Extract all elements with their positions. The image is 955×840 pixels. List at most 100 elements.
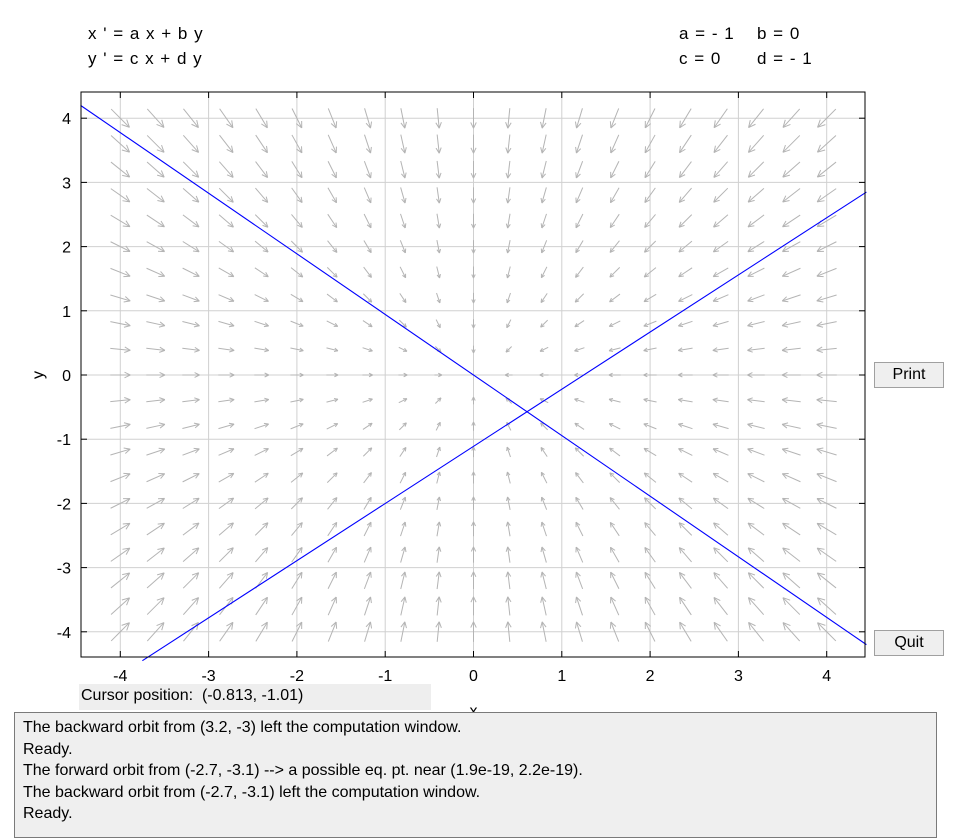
- field-arrow: [254, 214, 269, 228]
- field-arrow: [182, 346, 200, 353]
- field-arrow: [255, 621, 268, 642]
- field-arrow: [712, 397, 729, 403]
- phase-plane-plot[interactable]: -4 -3 -2 -1 0 1 2 3 4 4 3 2 1 0 -1 -2 -3 -4 x y: [0, 0, 955, 712]
- field-arrow: [747, 267, 765, 277]
- field-arrow: [182, 397, 200, 404]
- field-arrow: [182, 187, 200, 203]
- y-tick-label: 4: [62, 111, 71, 128]
- field-arrow: [435, 319, 441, 329]
- field-arrow: [678, 240, 693, 253]
- message-line: The backward orbit from (3.2, -3) left t…: [23, 719, 462, 736]
- field-arrow: [781, 472, 801, 483]
- field-arrow: [540, 240, 548, 254]
- field-arrow: [609, 266, 621, 278]
- param-b[interactable]: b = 0: [757, 24, 801, 43]
- field-arrow: [436, 240, 442, 254]
- field-arrow: [713, 214, 729, 228]
- cursor-position-readout: Cursor position: (-0.813, -1.01): [79, 684, 431, 710]
- field-arrow: [644, 214, 656, 228]
- field-arrow: [254, 294, 269, 302]
- y-tick-label: 1: [62, 304, 71, 321]
- field-arrow: [678, 522, 693, 536]
- field-arrow: [747, 214, 765, 228]
- field-arrow: [436, 546, 442, 563]
- field-arrow: [362, 372, 373, 378]
- field-arrow: [575, 134, 583, 154]
- field-arrow: [643, 472, 657, 483]
- field-arrow: [326, 447, 338, 457]
- param-c[interactable]: c = 0: [679, 49, 722, 68]
- field-arrow: [399, 471, 407, 484]
- field-arrow: [326, 472, 338, 484]
- field-arrow: [182, 161, 200, 178]
- field-arrow: [218, 372, 235, 378]
- field-arrow: [146, 188, 165, 203]
- param-d[interactable]: d = - 1: [757, 49, 813, 68]
- field-arrow: [679, 621, 692, 642]
- field-arrow: [363, 571, 372, 590]
- field-arrow: [643, 397, 657, 403]
- field-arrow: [399, 447, 407, 457]
- quit-button[interactable]: Quit: [874, 630, 944, 656]
- field-arrow: [747, 522, 765, 536]
- field-arrow: [505, 240, 511, 254]
- y-tick-label: 3: [62, 175, 71, 192]
- field-arrow: [816, 346, 837, 353]
- field-arrow: [540, 160, 547, 179]
- print-button[interactable]: Print: [874, 362, 944, 388]
- field-arrow: [643, 423, 657, 430]
- field-arrow: [435, 571, 442, 590]
- x-tick-label: -4: [113, 668, 127, 685]
- field-arrow: [182, 522, 200, 536]
- field-arrow: [677, 347, 693, 353]
- field-arrow: [146, 214, 165, 228]
- field-arrow: [255, 596, 268, 616]
- field-arrow: [816, 572, 837, 589]
- field-arrow: [747, 372, 765, 378]
- field-arrow: [470, 546, 477, 563]
- field-arrow: [254, 448, 269, 456]
- field-arrow: [254, 522, 269, 536]
- message-log[interactable]: The backward orbit from (3.2, -3) left t…: [14, 712, 937, 838]
- field-arrow: [110, 472, 131, 483]
- field-arrow: [254, 422, 269, 430]
- field-arrow: [400, 213, 407, 229]
- field-arrow: [781, 371, 801, 379]
- y-tick-label: -4: [57, 625, 71, 642]
- field-arrow: [816, 547, 837, 562]
- field-arrow: [471, 421, 476, 431]
- field-arrow: [608, 320, 621, 327]
- field-arrow: [609, 546, 620, 563]
- cursor-position-label: Cursor position:: [81, 687, 194, 704]
- field-arrow: [643, 497, 657, 510]
- field-arrow: [326, 320, 339, 327]
- field-arrow: [326, 293, 338, 303]
- field-arrow: [470, 108, 477, 129]
- field-arrow: [610, 571, 620, 589]
- field-arrow: [435, 596, 442, 616]
- field-arrow: [146, 267, 166, 278]
- field-arrow: [747, 447, 765, 456]
- field-arrow: [436, 266, 441, 279]
- field-arrow: [505, 134, 512, 154]
- field-arrow: [110, 108, 130, 128]
- field-arrow: [609, 521, 620, 537]
- field-arrow: [747, 241, 765, 253]
- field-arrow: [816, 135, 837, 153]
- field-arrow: [434, 372, 443, 378]
- field-arrow: [362, 422, 373, 430]
- field-arrow: [110, 547, 131, 562]
- field-arrow: [326, 372, 339, 378]
- field-arrow: [678, 422, 693, 430]
- field-arrow: [713, 596, 728, 616]
- field-arrow: [748, 621, 764, 642]
- param-a[interactable]: a = - 1: [679, 24, 735, 43]
- field-arrow: [218, 472, 235, 483]
- field-arrow: [540, 447, 548, 457]
- field-arrow: [219, 134, 234, 154]
- field-arrow: [575, 266, 584, 278]
- field-arrow: [400, 596, 407, 616]
- field-arrow: [608, 372, 621, 378]
- field-arrow: [505, 496, 511, 510]
- field-arrow: [747, 473, 765, 483]
